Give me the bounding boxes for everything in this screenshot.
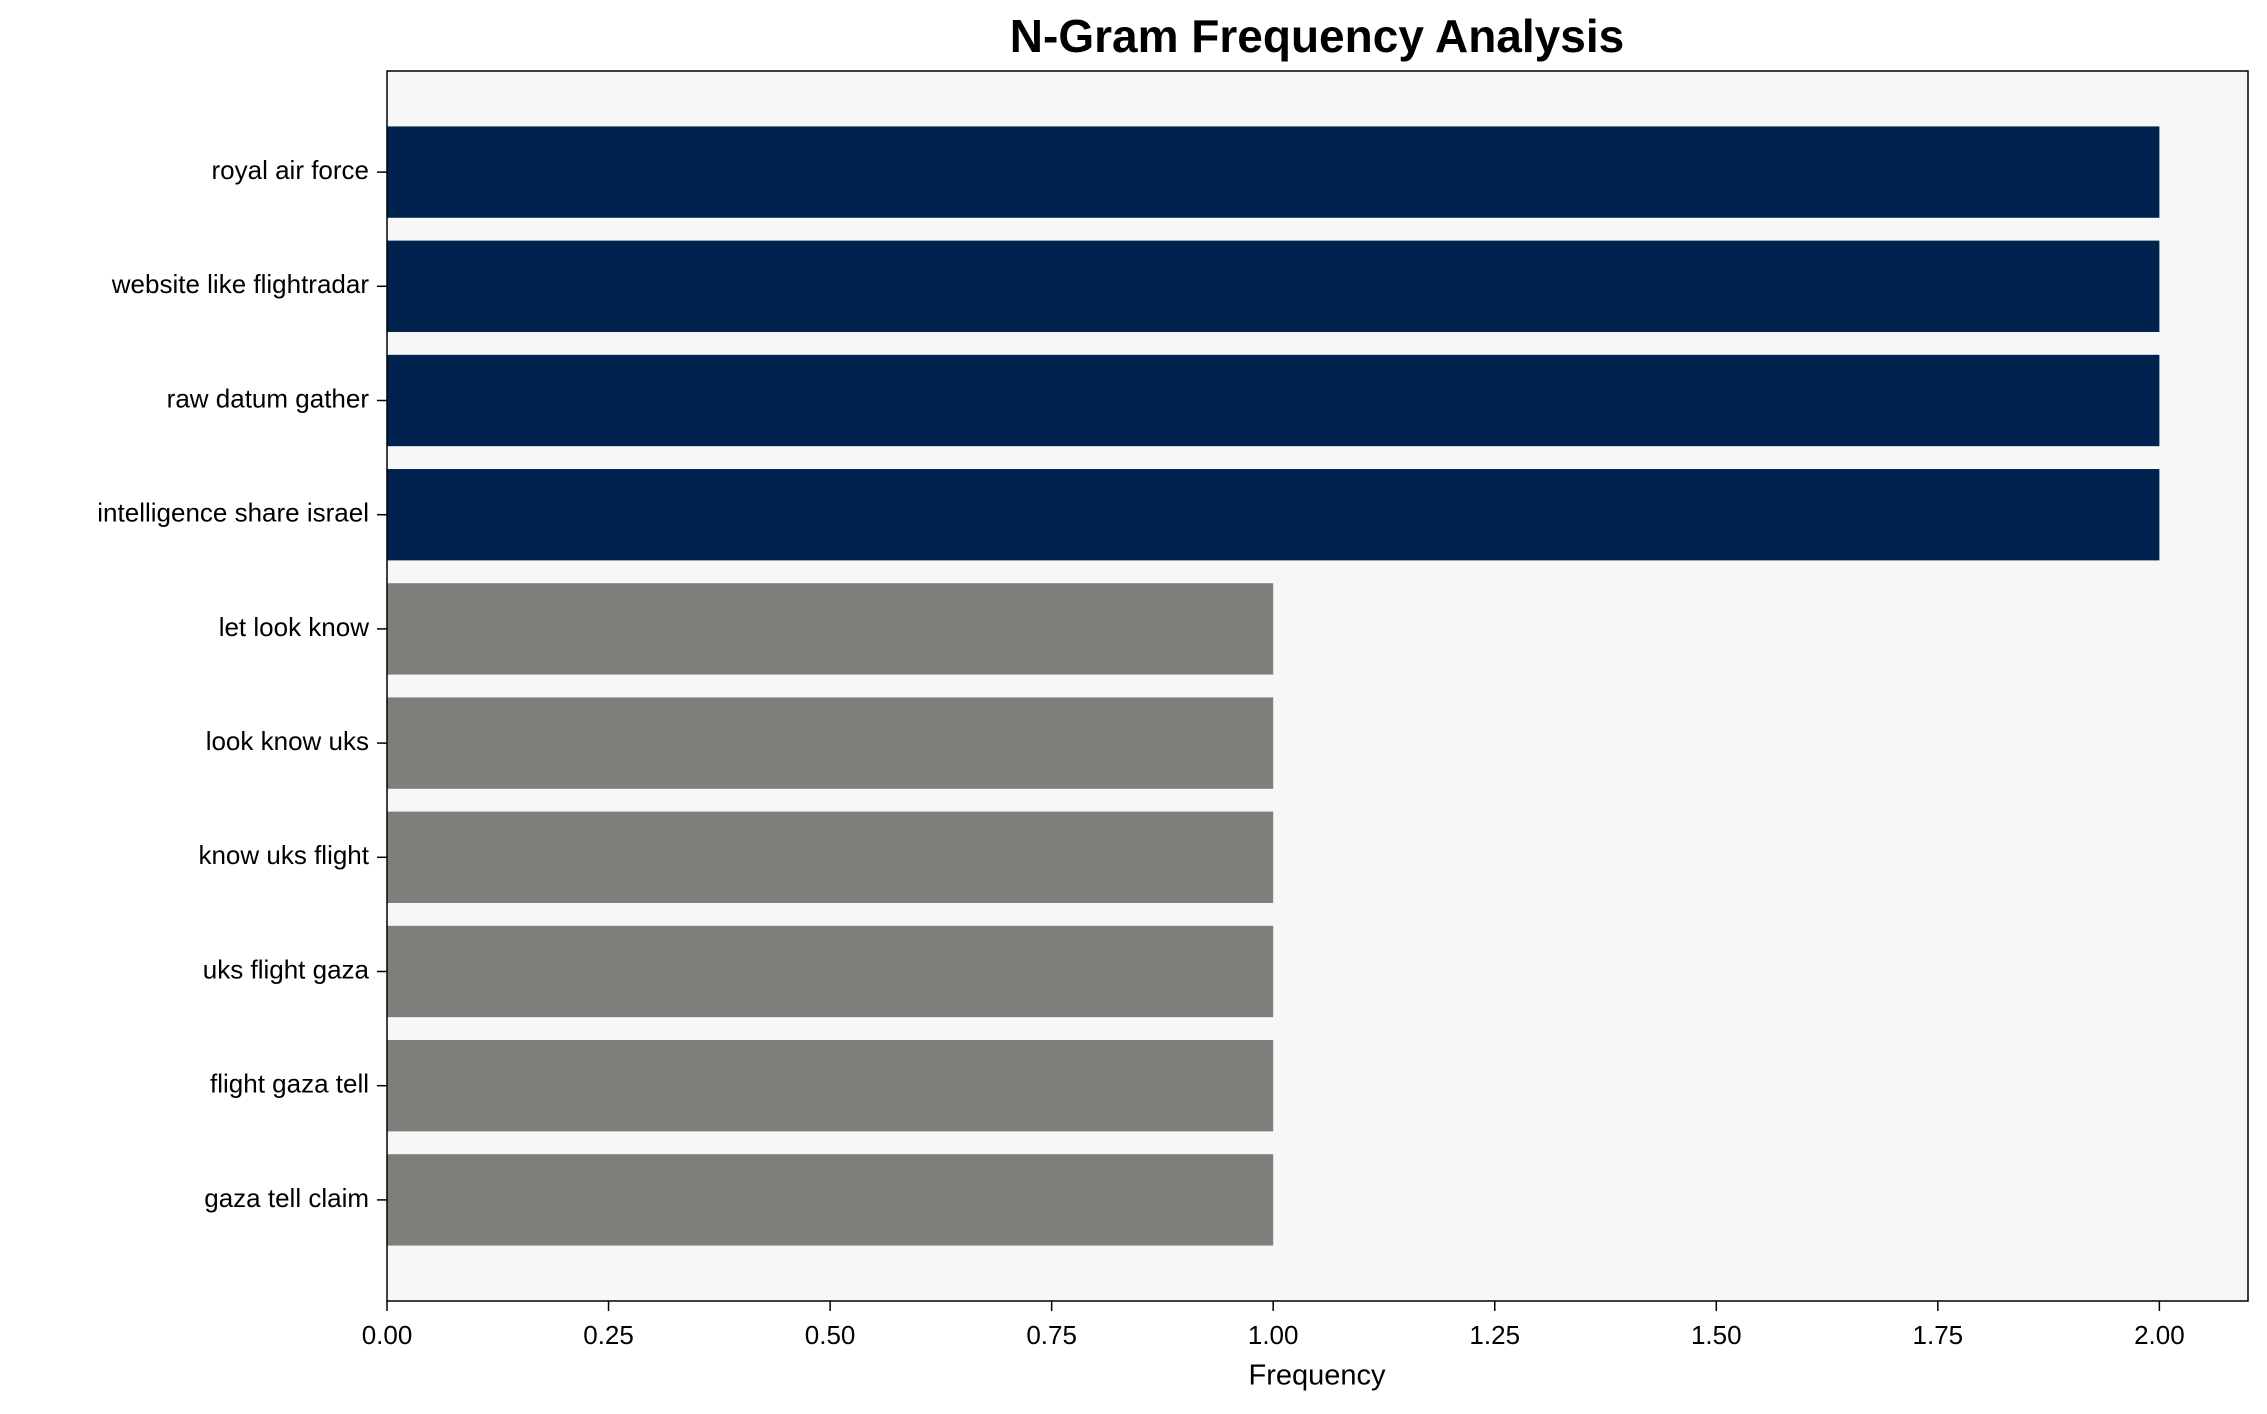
bar xyxy=(387,240,2160,332)
bar xyxy=(387,1154,1274,1246)
y-tick-label: flight gaza tell xyxy=(210,1069,369,1099)
y-tick-label: let look know xyxy=(219,612,370,642)
y-tick-label: website like flightradar xyxy=(111,269,370,299)
bar xyxy=(387,583,1274,675)
y-tick-label: gaza tell claim xyxy=(204,1183,369,1213)
bar xyxy=(387,925,1274,1018)
x-tick-label: 0.00 xyxy=(362,1320,413,1350)
plot-frame xyxy=(386,70,2249,1302)
y-tick-label: intelligence share israel xyxy=(97,498,369,528)
x-tick-label: 1.25 xyxy=(1469,1320,1520,1350)
x-tick-label: 1.00 xyxy=(1248,1320,1299,1350)
x-tick-label: 0.50 xyxy=(805,1320,856,1350)
y-tick-label: raw datum gather xyxy=(167,383,370,413)
x-tick-label: 0.25 xyxy=(583,1320,634,1350)
y-tick-label: know uks flight xyxy=(198,840,369,870)
x-tick-label: 0.75 xyxy=(1026,1320,1077,1350)
x-tick-label: 1.50 xyxy=(1691,1320,1742,1350)
bar xyxy=(387,469,2160,561)
bar xyxy=(387,697,1274,789)
y-tick-label: uks flight gaza xyxy=(203,954,370,984)
bar xyxy=(387,126,2160,218)
y-tick-label: royal air force xyxy=(212,155,370,185)
chart-title: N-Gram Frequency Analysis xyxy=(1010,10,1624,62)
x-tick-label: 1.75 xyxy=(1913,1320,1964,1350)
x-axis-label: Frequency xyxy=(1248,1360,1386,1392)
bar xyxy=(387,354,2160,447)
bar xyxy=(387,811,1274,903)
y-tick-label: look know uks xyxy=(206,726,369,756)
bar xyxy=(387,1040,1274,1132)
x-tick-label: 2.00 xyxy=(2134,1320,2185,1350)
